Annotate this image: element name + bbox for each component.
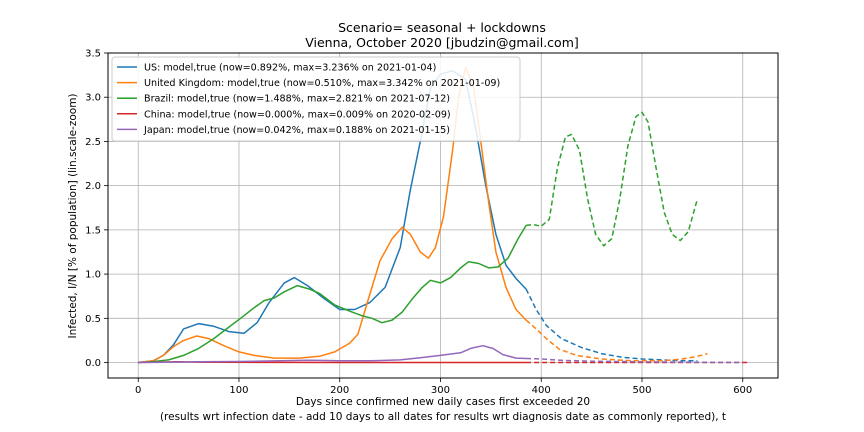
x-axis-label: Days since confirmed new daily cases fir… — [296, 396, 590, 408]
x-axis-label-note: (results wrt infection date - add 10 day… — [160, 411, 726, 423]
y-axis-label: Infected, I/N [% of population] (lin.sca… — [67, 93, 79, 338]
x-tick-label: 300 — [431, 385, 450, 396]
x-tick-label: 500 — [632, 385, 651, 396]
legend: US: model,true (now=0.892%, max=3.236% o… — [111, 56, 521, 142]
y-tick-label: 1.0 — [85, 270, 101, 281]
y-tick-label: 2.5 — [85, 137, 101, 148]
x-tick-label: 400 — [532, 385, 551, 396]
x-tick-label: 200 — [330, 385, 349, 396]
x-tick-label: 100 — [229, 385, 248, 396]
legend-box — [111, 56, 521, 142]
series-projection-0 — [525, 288, 698, 362]
legend-entry: Brazil: model,true (now=1.488%, max=2.82… — [144, 94, 450, 105]
legend-entry: Japan: model,true (now=0.042%, max=0.188… — [143, 125, 450, 136]
y-tick-label: 3.0 — [85, 93, 101, 104]
axis-ticks: 0 100 200 300 400 500 600 0.0 0.5 1.0 1.5 2.0 2.5 3.0… — [85, 49, 752, 397]
plot-lines — [138, 66, 748, 364]
y-tick-label: 0.5 — [85, 314, 101, 325]
chart-subtitle: Vienna, October 2020 [jbudzin@gmail.com] — [305, 35, 579, 50]
legend-entry: United Kingdom: model,true (now=0.510%, … — [144, 78, 500, 89]
x-tick-label: 600 — [733, 385, 752, 396]
legend-entry: US: model,true (now=0.892%, max=3.236% o… — [144, 63, 436, 74]
y-tick-label: 3.5 — [85, 49, 101, 60]
y-tick-label: 0.0 — [85, 358, 101, 369]
series-projection-1 — [525, 319, 708, 362]
series-line-2 — [138, 225, 527, 364]
series-projection-2 — [526, 111, 699, 247]
series-projection-4 — [526, 357, 743, 364]
series-line-4 — [138, 344, 527, 364]
legend-entry: China: model,true (now=0.000%, max=0.009… — [144, 109, 451, 120]
plot-frame — [107, 52, 779, 379]
y-tick-label: 1.5 — [85, 225, 101, 236]
x-tick-label: 0 — [135, 385, 141, 396]
chart-title: Scenario= seasonal + lockdowns — [338, 20, 546, 35]
y-tick-label: 2.0 — [85, 181, 101, 192]
